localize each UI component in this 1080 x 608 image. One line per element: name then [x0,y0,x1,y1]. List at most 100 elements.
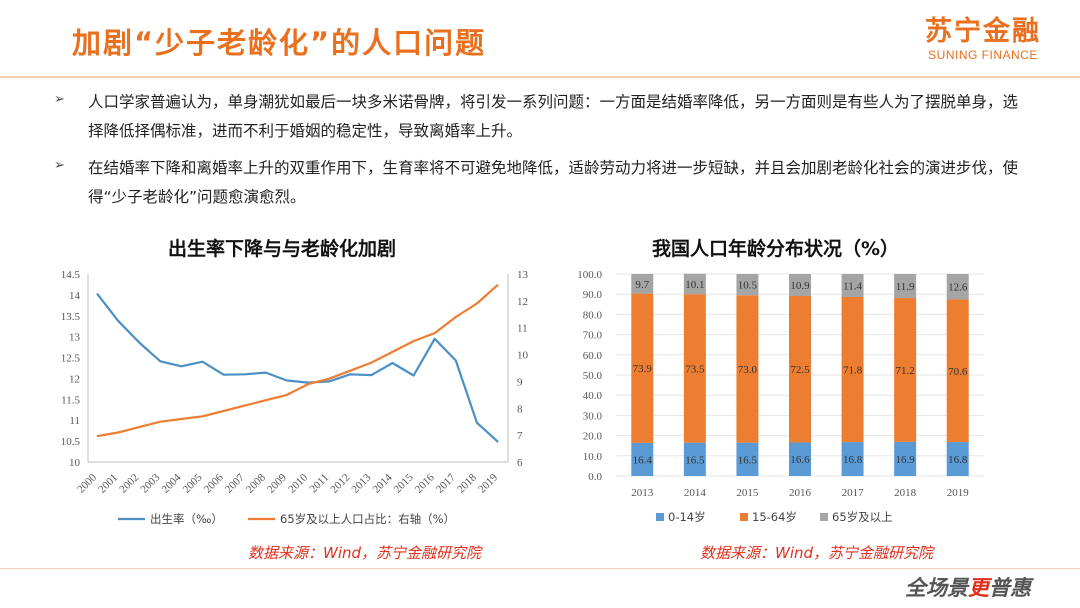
bar-segment-age-0-14 [736,442,759,476]
bar-segment-age-15-64 [841,297,864,443]
slogan: 全场景更普惠 [905,572,1031,602]
bar-segment-age-15-64 [631,293,654,443]
bar-segment-age-0-14 [789,442,811,476]
legend-swatch-age-65-plus [820,513,828,521]
bar-segment-age-65-plus [736,274,759,296]
bar-y-tick-label: 30.0 [583,410,603,422]
x-tick-label: 2008 [244,471,268,495]
bar-segment-age-0-14 [631,442,654,476]
legend-label-birth-rate: 出生率（‰） [150,512,223,526]
x-tick-label: 2010 [286,471,310,495]
right-y-tick-label: 11 [517,323,528,335]
left-y-tick-label: 11 [69,415,80,427]
bar-data-label: 71.8 [843,365,863,377]
bar-x-tick-label: 2017 [842,487,865,499]
bar-x-tick-label: 2018 [894,487,917,499]
bar-segment-age-65-plus [894,274,917,299]
x-tick-label: 2006 [202,471,226,495]
bullet-text: 在结婚率下降和离婚率上升的双重作用下，生育率将不可避免地降低，适龄劳动力将进一步… [88,159,1019,206]
right-y-tick-label: 10 [517,350,529,362]
legend-label-age-65-plus: 65岁及以上 [832,510,893,524]
slogan-check-text: 更 [968,576,989,600]
left-y-tick-label: 10 [69,457,81,469]
x-tick-label: 2013 [349,471,373,495]
slogan-text-start: 全场景 [905,576,968,600]
bar-y-tick-label: 10.0 [583,451,603,463]
bar-data-label: 11.9 [896,281,915,293]
left-y-tick-label: 14.5 [61,269,81,281]
bar-data-label: 73.9 [633,363,653,375]
right-y-tick-label: 7 [517,430,523,442]
x-tick-label: 2005 [181,471,205,495]
suning-finance-logo: 苏宁金融 SUNING FINANCE [908,16,1058,62]
right-y-tick-label: 8 [517,403,523,415]
x-tick-label: 2009 [265,471,289,495]
bar-segment-age-0-14 [894,441,917,476]
footer-divider [0,568,1080,569]
legend-swatch-age-15-64 [740,513,748,521]
bar-data-label: 16.8 [948,454,968,466]
bar-data-label: 16.9 [896,454,916,466]
bar-y-tick-label: 70.0 [583,330,603,342]
bar-x-tick-label: 2015 [736,487,759,499]
left-y-tick-label: 12 [69,373,80,385]
legend-label-age-15-64: 15-64岁 [752,510,797,524]
right-y-tick-label: 6 [517,457,523,469]
bar-data-label: 73.0 [738,364,758,376]
logo-text-cn: 苏宁金融 [925,16,1041,47]
right-y-tick-label: 9 [517,376,523,388]
bar-y-tick-label: 90.0 [583,289,603,301]
bar-data-label: 10.1 [685,279,704,291]
bar-x-tick-label: 2016 [789,487,812,499]
aged-65-share-line [96,283,499,438]
bar-data-label: 70.6 [948,366,968,378]
x-tick-label: 2012 [328,472,352,496]
arrow-bullet-icon: ➢ [54,158,65,173]
bar-data-label: 12.6 [948,282,968,294]
bar-y-tick-label: 80.0 [583,309,603,321]
slogan-text-end: 普惠 [989,576,1031,600]
bar-segment-age-65-plus [946,274,969,300]
left-y-tick-label: 13.5 [61,311,81,323]
bar-x-tick-label: 2019 [947,487,970,499]
legend-swatch-age-0-14 [656,513,664,521]
line-chart-title: 出生率下降与与老龄化加剧 [168,238,397,260]
header: 加剧“少子老龄化”的人口问题 苏宁金融 SUNING FINANCE [0,0,1080,78]
bar-y-tick-label: 60.0 [583,350,603,362]
bar-data-label: 71.2 [896,365,915,377]
data-source-right: 数据来源：Wind，苏宁金融研究院 [700,544,934,562]
bar-data-label: 10.5 [738,280,758,292]
x-tick-label: 2004 [160,471,184,495]
page-title: 加剧“少子老龄化”的人口问题 [72,26,487,60]
x-tick-label: 2015 [392,471,416,495]
bar-data-label: 16.5 [738,454,758,466]
bar-data-label: 10.9 [790,280,810,292]
bar-segment-age-0-14 [683,442,706,476]
x-tick-label: 2017 [434,471,458,495]
bar-x-tick-label: 2013 [631,487,654,499]
bullet-item: ➢ 在结婚率下降和离婚率上升的双重作用下，生育率将不可避免地降低，适龄劳动力将进… [50,154,1030,212]
bar-x-tick-label: 2014 [684,487,707,499]
bar-data-label: 9.7 [635,279,649,291]
bar-segment-age-15-64 [683,294,706,443]
right-y-tick-label: 13 [517,269,529,281]
bar-segment-age-15-64 [894,298,917,442]
bar-segment-age-65-plus [683,273,706,295]
bar-y-tick-label: 100.0 [577,269,602,281]
bar-segment-age-15-64 [736,295,759,443]
x-tick-label: 2002 [117,472,141,496]
bar-segment-age-15-64 [789,296,811,443]
legend-label-age-0-14: 0-14岁 [668,510,706,524]
legend-label-aged-share: 65岁及以上人口占比：右轴（%） [280,512,455,526]
left-y-tick-label: 11.5 [61,394,80,406]
bar-y-tick-label: 50.0 [583,370,603,382]
bar-data-label: 16.4 [633,454,653,466]
x-tick-label: 2014 [371,471,395,495]
bullet-item: ➢ 人口学家普遍认为，单身潮犹如最后一块多米诺骨牌，将引发一系列问题：一方面是结… [50,88,1030,146]
x-tick-label: 2001 [96,472,120,496]
logo-text-en: SUNING FINANCE [928,48,1038,62]
arrow-bullet-icon: ➢ [54,92,65,107]
x-tick-label: 2019 [476,471,500,495]
bar-y-tick-label: 20.0 [583,431,603,443]
